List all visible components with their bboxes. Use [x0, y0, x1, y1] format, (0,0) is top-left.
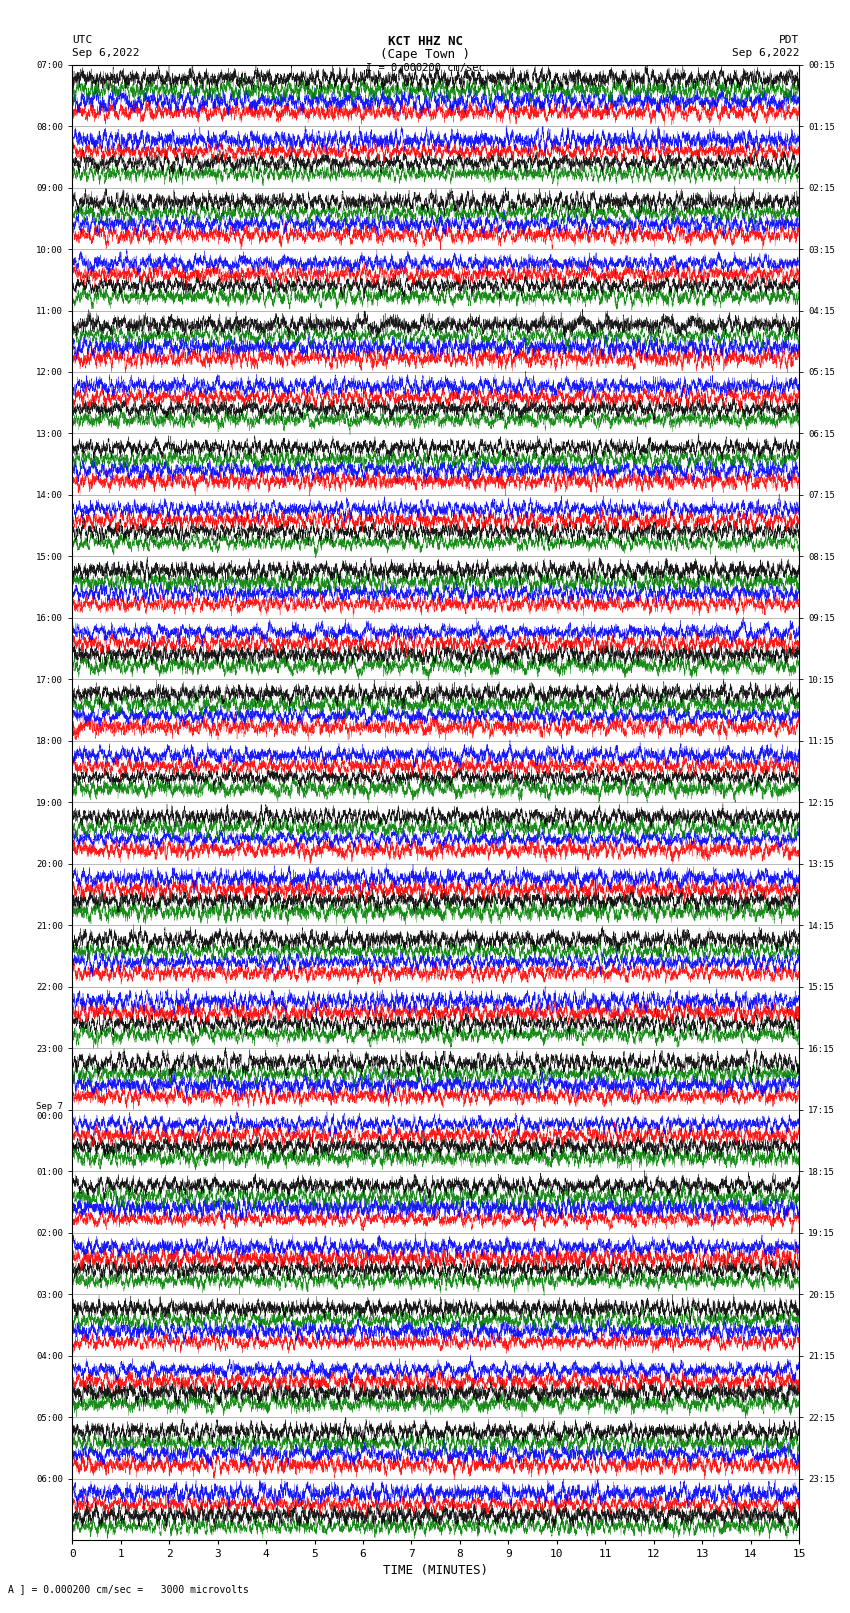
- Text: UTC: UTC: [72, 35, 93, 45]
- Text: PDT: PDT: [779, 35, 799, 45]
- Text: Sep 6,2022: Sep 6,2022: [732, 48, 799, 58]
- Text: Sep 6,2022: Sep 6,2022: [72, 48, 139, 58]
- Text: I = 0.000200 cm/sec: I = 0.000200 cm/sec: [366, 63, 484, 73]
- X-axis label: TIME (MINUTES): TIME (MINUTES): [383, 1563, 488, 1576]
- Text: (Cape Town ): (Cape Town ): [380, 48, 470, 61]
- Text: A ] = 0.000200 cm/sec =   3000 microvolts: A ] = 0.000200 cm/sec = 3000 microvolts: [8, 1584, 249, 1594]
- Text: KCT HHZ NC: KCT HHZ NC: [388, 35, 462, 48]
